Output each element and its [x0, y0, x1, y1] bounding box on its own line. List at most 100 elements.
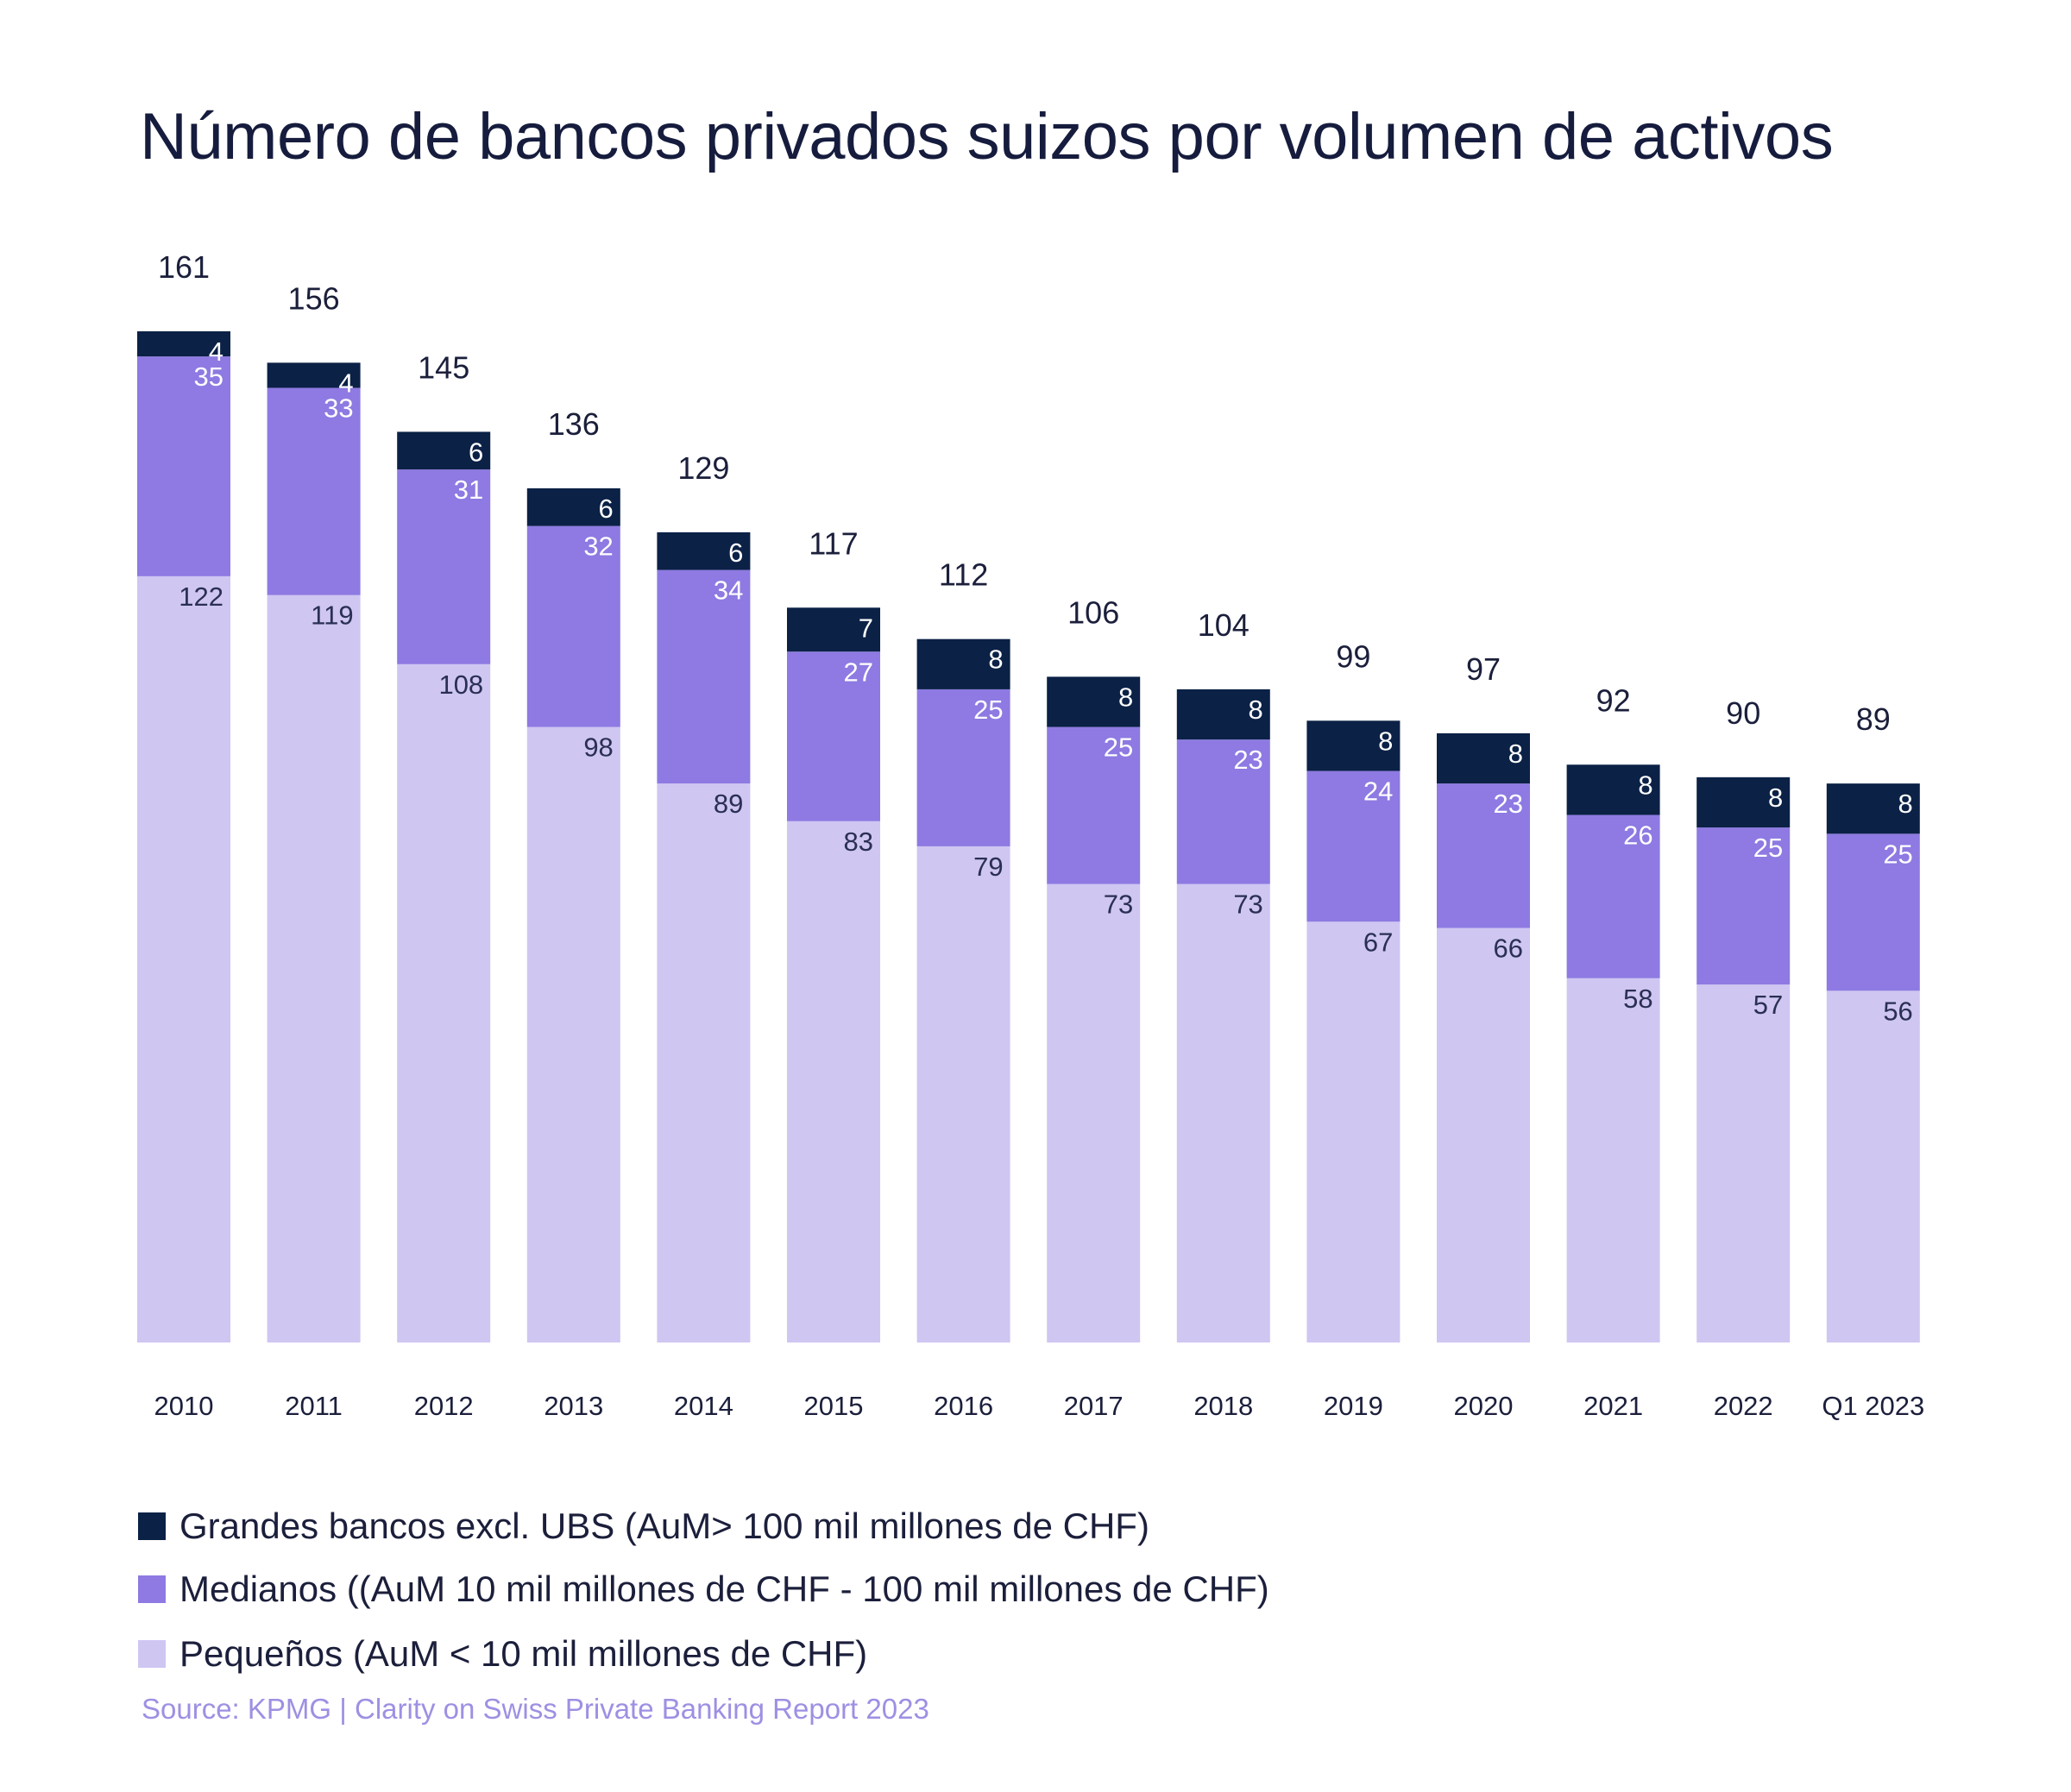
legend-swatch-large	[138, 1512, 166, 1540]
x-tick-label: 2013	[544, 1391, 603, 1421]
x-tick-label: Q1 2023	[1822, 1391, 1924, 1421]
x-tick-label: 2021	[1583, 1391, 1643, 1421]
bar-segment-small	[1306, 921, 1401, 1342]
bar-segment-small	[1566, 978, 1660, 1342]
data-label-large: 8	[1118, 682, 1133, 712]
data-label-large: 6	[469, 437, 483, 467]
total-label: 89	[1856, 701, 1891, 737]
total-label: 99	[1336, 638, 1370, 674]
bar-segment-small	[526, 726, 620, 1342]
data-label-small: 119	[311, 600, 353, 631]
data-label-medium: 25	[973, 695, 1003, 725]
data-label-small: 67	[1363, 927, 1393, 957]
data-label-medium: 35	[194, 362, 223, 392]
stacked-bar-chart: 1223541612010119334156201110831614520129…	[137, 249, 1924, 1421]
data-label-medium: 32	[583, 531, 613, 562]
legend-item-large: Grandes bancos excl. UBS (AuM> 100 mil m…	[138, 1506, 1149, 1547]
data-label-medium: 34	[714, 575, 743, 606]
data-label-large: 4	[209, 336, 223, 367]
data-label-small: 122	[179, 582, 223, 612]
bar-segment-small	[137, 575, 230, 1342]
legend-swatch-small	[138, 1640, 166, 1668]
bar-segment-medium	[1306, 770, 1401, 922]
data-label-large: 6	[728, 538, 743, 568]
data-label-medium: 25	[1104, 733, 1133, 763]
source-note: Source: KPMG | Clarity on Swiss Private …	[142, 1693, 929, 1725]
data-label-medium: 33	[324, 393, 353, 424]
bar-segment-large	[397, 431, 491, 470]
data-label-small: 66	[1494, 934, 1523, 964]
bar-segment-medium	[526, 525, 620, 727]
bar-segment-large	[1696, 777, 1791, 828]
data-label-small: 56	[1883, 996, 1912, 1026]
x-tick-label: 2018	[1193, 1391, 1253, 1421]
total-label: 161	[158, 249, 210, 285]
bar-segment-small	[657, 783, 751, 1342]
x-tick-label: 2019	[1324, 1391, 1383, 1421]
total-label: 90	[1726, 695, 1760, 731]
data-label-small: 73	[1233, 890, 1262, 920]
x-tick-label: 2011	[285, 1391, 343, 1421]
total-label: 106	[1067, 594, 1119, 630]
total-label: 145	[418, 349, 469, 385]
total-label: 104	[1198, 607, 1250, 643]
data-label-medium: 23	[1494, 789, 1523, 819]
total-label: 112	[939, 557, 988, 593]
legend-item-medium: Medianos ((AuM 10 mil millones de CHF - …	[138, 1569, 1269, 1610]
data-label-small: 58	[1623, 984, 1652, 1014]
bar-segment-large	[1047, 676, 1141, 727]
x-tick-label: 2022	[1714, 1391, 1773, 1421]
total-label: 92	[1596, 682, 1631, 718]
bar-segment-medium	[1176, 739, 1270, 884]
bar-segment-small	[1826, 990, 1920, 1342]
bar-segment-medium	[1566, 814, 1660, 978]
bar-segment-medium	[1047, 726, 1141, 884]
bar-segment-medium	[787, 651, 880, 821]
bar-segment-small	[787, 821, 880, 1342]
bar-segment-large	[1566, 764, 1660, 815]
data-label-medium: 27	[844, 657, 873, 687]
bar-segment-large	[1437, 733, 1530, 784]
bar-segment-medium	[657, 569, 751, 784]
bar-segment-small	[1696, 984, 1791, 1342]
data-label-small: 89	[714, 789, 743, 819]
data-label-medium: 25	[1883, 839, 1912, 869]
data-label-large: 8	[1898, 789, 1913, 819]
data-label-large: 8	[1378, 726, 1393, 756]
bar-segment-medium	[267, 387, 361, 595]
bar-segment-large	[787, 607, 880, 652]
data-label-large: 8	[1638, 770, 1652, 800]
x-tick-label: 2020	[1454, 1391, 1514, 1421]
x-tick-label: 2017	[1064, 1391, 1124, 1421]
bar-segment-large	[267, 362, 361, 388]
data-label-small: 108	[438, 670, 483, 700]
legend-label-medium: Medianos ((AuM 10 mil millones de CHF - …	[179, 1569, 1269, 1609]
x-tick-label: 2012	[414, 1391, 474, 1421]
data-label-large: 8	[1249, 695, 1263, 725]
data-label-small: 98	[583, 733, 613, 763]
data-label-large: 4	[338, 368, 353, 398]
data-label-small: 57	[1753, 990, 1783, 1020]
bar-segment-small	[1047, 883, 1141, 1342]
x-tick-label: 2015	[804, 1391, 864, 1421]
legend-swatch-medium	[138, 1575, 166, 1603]
data-label-large: 7	[859, 613, 873, 643]
x-tick-label: 2014	[674, 1391, 733, 1421]
bar-segment-medium	[916, 689, 1010, 846]
bar-segment-medium	[397, 469, 491, 664]
legend-item-small: Pequeños (AuM < 10 mil millones de CHF)	[138, 1633, 867, 1675]
data-label-large: 8	[1768, 783, 1783, 813]
total-label: 156	[288, 280, 340, 316]
bar-segment-small	[267, 594, 361, 1342]
bar-segment-large	[1176, 689, 1270, 740]
bar-segment-small	[916, 846, 1010, 1342]
data-label-medium: 23	[1233, 745, 1262, 775]
bar-segment-large	[137, 331, 230, 357]
data-label-medium: 24	[1363, 777, 1393, 807]
x-tick-label: 2016	[934, 1391, 993, 1421]
total-label: 136	[548, 406, 600, 442]
total-label: 129	[677, 450, 729, 486]
bar-segment-large	[1826, 783, 1920, 834]
data-label-large: 8	[1508, 739, 1523, 769]
bar-segment-medium	[1826, 833, 1920, 991]
